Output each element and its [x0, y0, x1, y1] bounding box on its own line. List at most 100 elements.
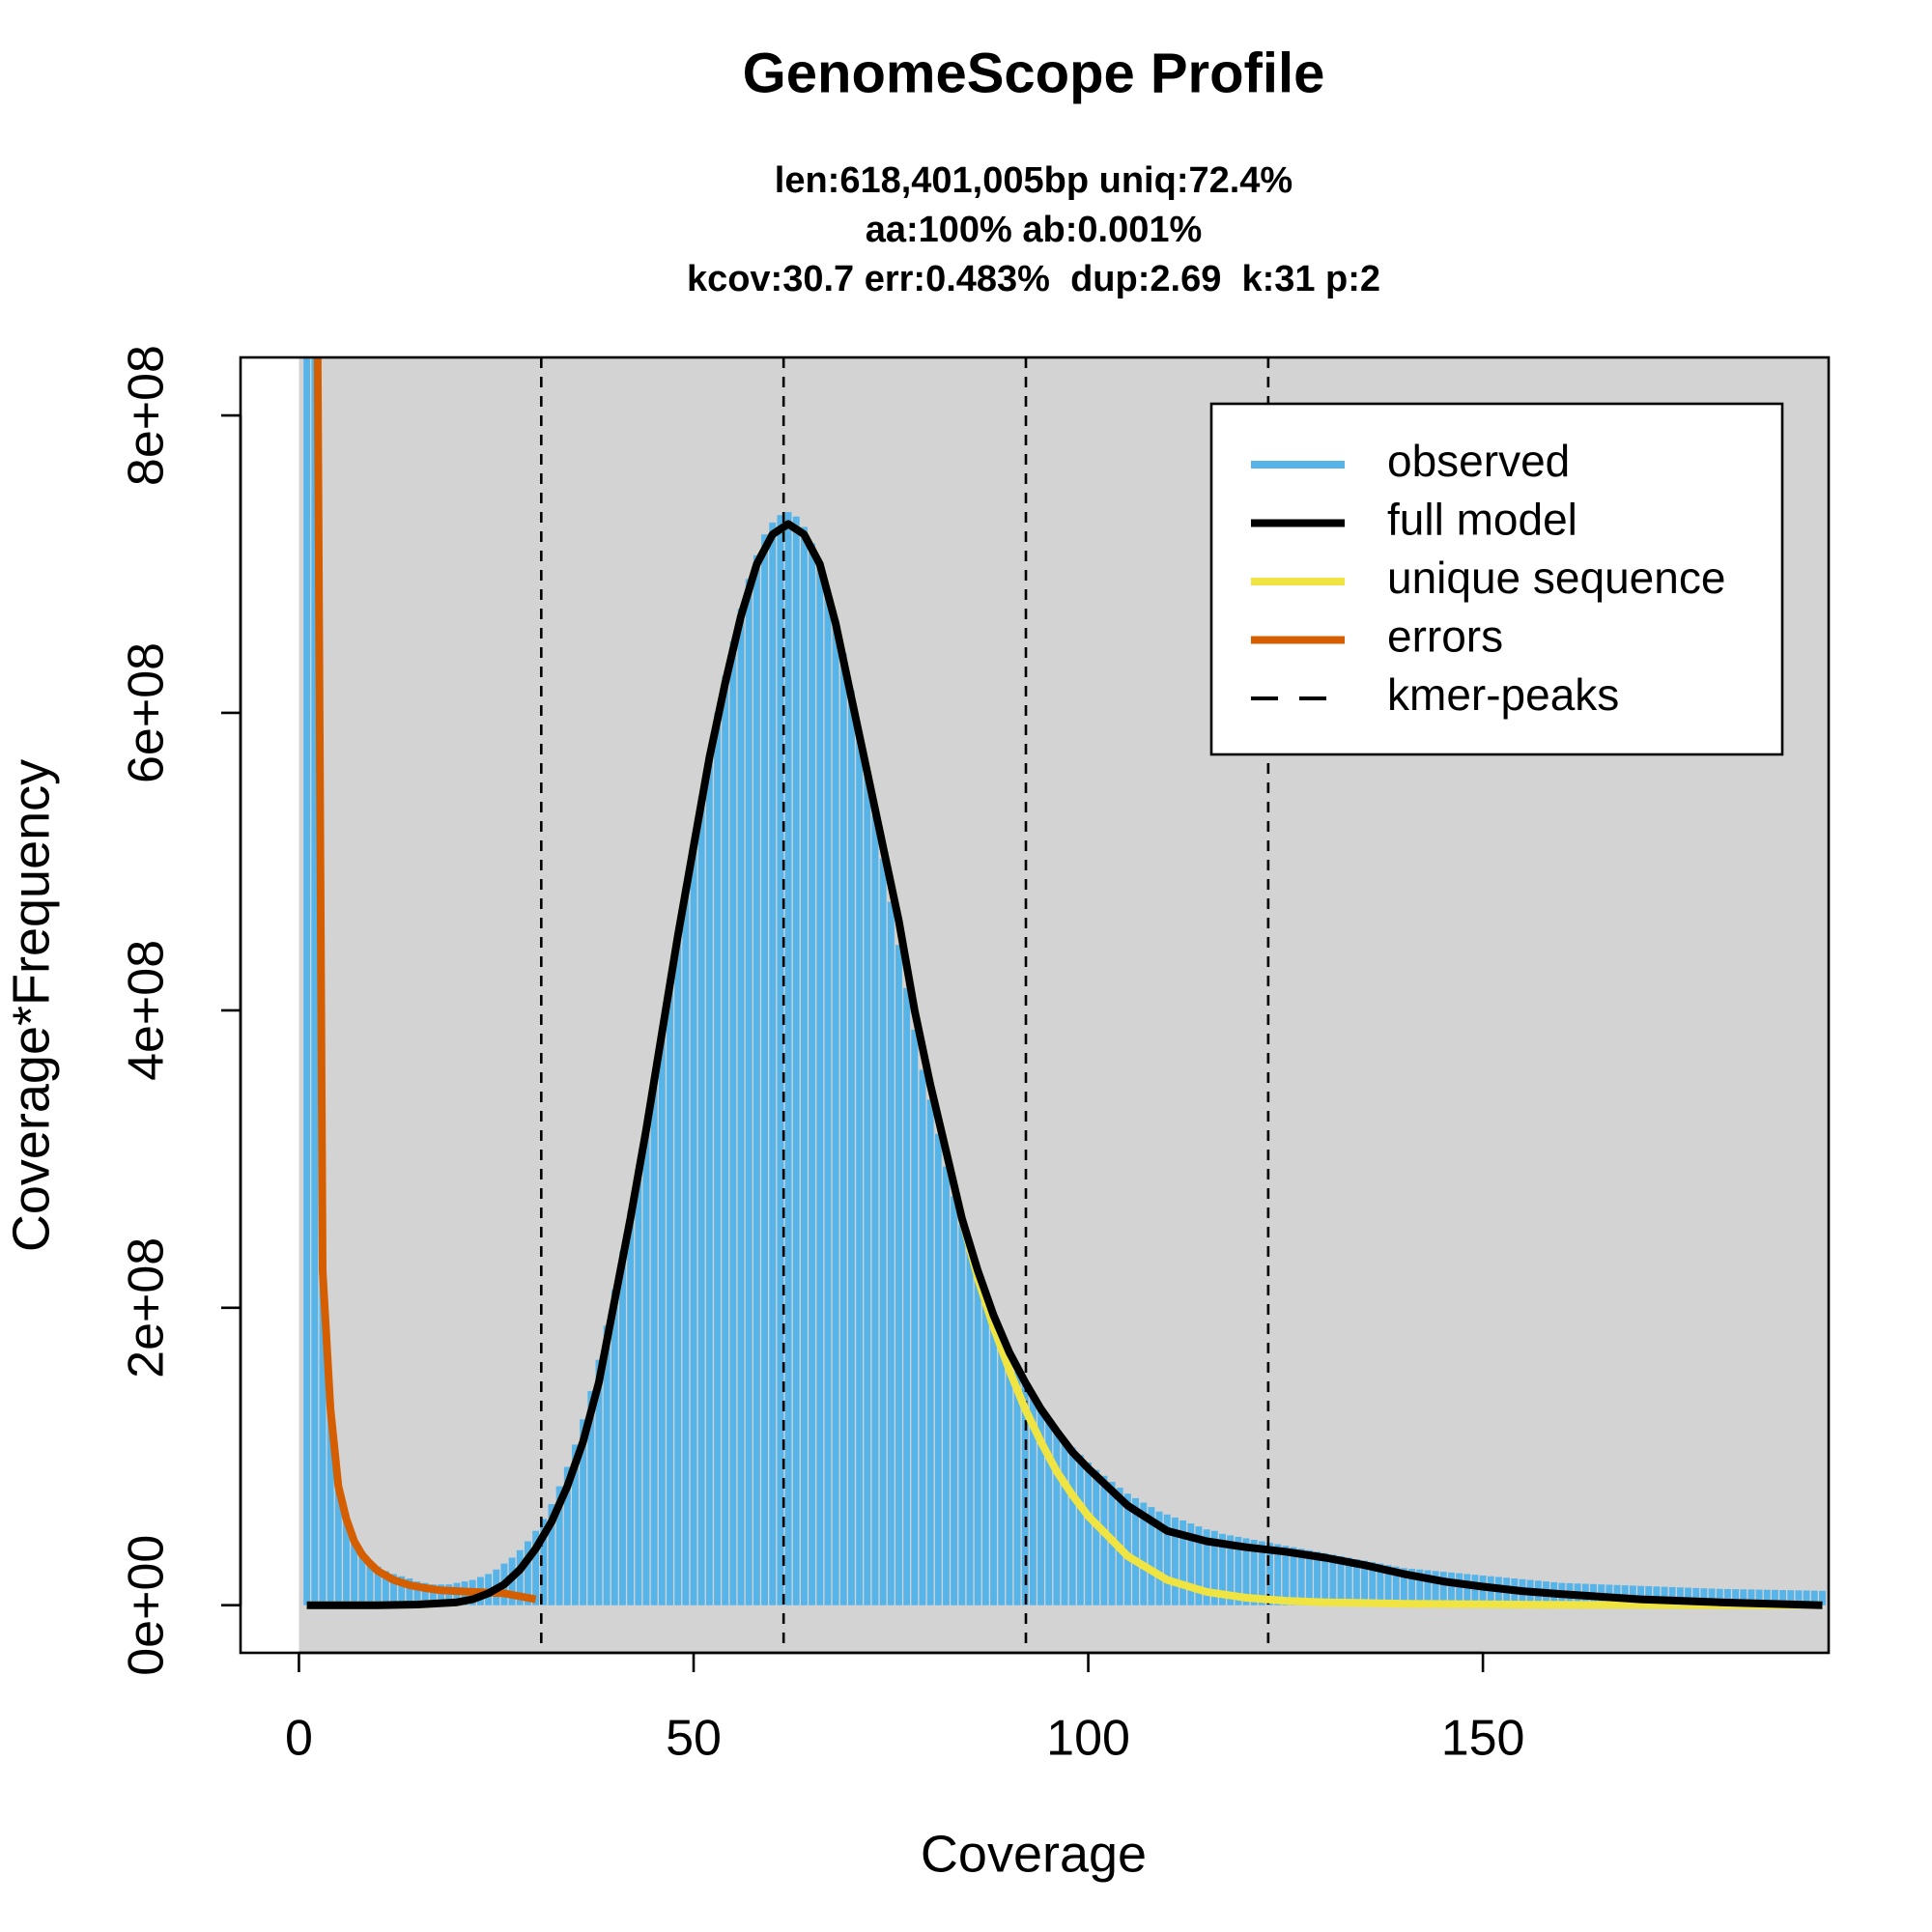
histogram-bar — [595, 1359, 603, 1605]
histogram-bar — [635, 1168, 642, 1605]
histogram-bar — [1345, 1557, 1352, 1605]
histogram-bar — [1068, 1447, 1076, 1605]
histogram-bar — [516, 1549, 524, 1605]
legend-label: observed — [1387, 436, 1570, 486]
histogram-bar — [832, 618, 839, 1605]
histogram-bar — [800, 526, 808, 1605]
histogram-bar — [1676, 1587, 1684, 1605]
histogram-bar — [753, 554, 760, 1605]
x-tick-label: 50 — [666, 1711, 722, 1767]
histogram-bar — [1006, 1355, 1013, 1605]
histogram-bar — [1314, 1551, 1321, 1605]
histogram-bar — [532, 1530, 540, 1605]
histogram-bar — [745, 579, 753, 1605]
histogram-bar — [824, 589, 832, 1605]
histogram-bar — [366, 1560, 374, 1605]
histogram-bar — [1155, 1511, 1163, 1605]
histogram-bar — [580, 1419, 587, 1605]
histogram-bar — [642, 1122, 650, 1605]
histogram-bar — [777, 515, 784, 1605]
histogram-bar — [926, 1099, 934, 1605]
model-line — [306, 520, 1823, 1609]
histogram-bar — [1653, 1586, 1661, 1605]
histogram-bar — [958, 1224, 966, 1605]
histogram-bar — [943, 1166, 950, 1605]
histogram-bar — [445, 1584, 453, 1605]
histogram-bar — [1377, 1563, 1384, 1605]
histogram-bar — [1013, 1372, 1021, 1605]
histogram-bar — [705, 753, 713, 1605]
histogram-bar — [1740, 1589, 1747, 1605]
histogram-bar — [1803, 1590, 1810, 1605]
histogram-bar — [1172, 1517, 1179, 1605]
histogram-bar — [1021, 1384, 1029, 1605]
chart-title: GenomeScope Profile — [743, 42, 1325, 104]
histogram-bar — [1463, 1574, 1471, 1605]
histogram-bar — [1045, 1419, 1053, 1605]
histogram-bar — [413, 1581, 421, 1605]
histogram-bar — [1361, 1560, 1368, 1605]
legend-label: kmer-peaks — [1387, 669, 1619, 720]
subtitle: aa:100% ab:0.001% — [866, 210, 1203, 250]
histogram-bar — [1329, 1554, 1337, 1605]
histogram-bar — [1432, 1571, 1439, 1605]
histogram-bar — [1384, 1565, 1392, 1605]
histogram-bar — [966, 1251, 974, 1605]
histogram-bar — [951, 1196, 958, 1605]
histogram-bar — [548, 1504, 555, 1605]
histogram-bar — [1772, 1589, 1778, 1605]
histogram-bar — [1179, 1520, 1187, 1605]
histogram-bar — [1242, 1538, 1250, 1605]
histogram-bar — [1305, 1549, 1313, 1605]
histogram-bar — [1274, 1544, 1282, 1605]
histogram-bar — [729, 641, 737, 1605]
histogram-bar — [1029, 1397, 1037, 1605]
histogram-bar — [1076, 1455, 1084, 1605]
histogram-bar — [524, 1541, 531, 1605]
histogram-bar — [374, 1566, 382, 1605]
histogram-bar — [1219, 1533, 1226, 1605]
histogram-bar — [934, 1133, 942, 1605]
histogram-bar — [1227, 1535, 1235, 1605]
histogram-bar — [627, 1210, 635, 1605]
histogram-bar — [1763, 1589, 1771, 1605]
histogram-bar — [1416, 1569, 1424, 1605]
histogram-bar — [1819, 1590, 1826, 1605]
histogram-bar — [1210, 1530, 1218, 1605]
x-tick-label: 0 — [285, 1711, 313, 1767]
histogram-bar — [1123, 1493, 1131, 1605]
histogram-bar — [714, 712, 721, 1605]
histogram-bar — [864, 772, 871, 1605]
histogram-bar — [1471, 1575, 1479, 1605]
histogram-bar — [1297, 1548, 1305, 1605]
histogram-bar — [895, 945, 902, 1605]
histogram-bar — [911, 1029, 919, 1605]
histogram-bar — [1732, 1589, 1740, 1605]
histogram-bar — [1439, 1572, 1447, 1605]
histogram-bar — [1290, 1547, 1297, 1605]
histogram-bar — [1037, 1408, 1044, 1605]
histogram-bar — [390, 1574, 397, 1605]
histogram-bar — [1321, 1552, 1329, 1605]
y-axis-label: Coverage*Frequency — [2, 759, 60, 1252]
histogram-bar — [1203, 1529, 1210, 1605]
histogram-bar — [792, 516, 800, 1605]
subtitle: kcov:30.7 err:0.483% dup:2.69 k:31 p:2 — [687, 259, 1380, 299]
histogram-bar — [887, 901, 895, 1605]
histogram-bar — [587, 1391, 595, 1605]
histogram-bar — [1352, 1559, 1360, 1605]
histogram-bar — [555, 1486, 563, 1605]
histogram-bar — [848, 690, 855, 1605]
histogram-bar — [1148, 1507, 1155, 1605]
histogram-bar — [382, 1571, 389, 1605]
histogram-bar — [667, 981, 673, 1605]
x-tick-label: 150 — [1441, 1711, 1525, 1767]
histogram-bar — [1795, 1590, 1803, 1605]
histogram-bar — [611, 1290, 618, 1605]
histogram-bar — [1195, 1526, 1203, 1605]
x-tick-label: 100 — [1046, 1711, 1130, 1767]
legend-label: unique sequence — [1387, 553, 1725, 603]
histogram-bar — [1400, 1568, 1407, 1605]
histogram-bar — [406, 1578, 413, 1605]
y-tick-label: 6e+08 — [119, 642, 175, 783]
